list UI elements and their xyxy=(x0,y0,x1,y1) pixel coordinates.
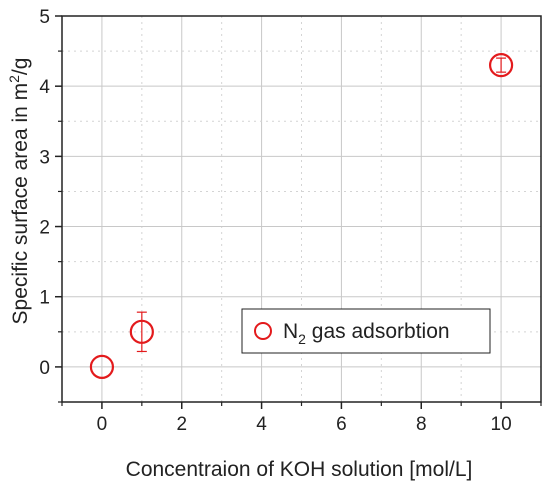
legend-label-sub: 2 xyxy=(298,331,306,347)
data-point xyxy=(488,53,514,78)
x-tick-label: 4 xyxy=(256,414,267,435)
legend-label-prefix: N xyxy=(283,320,298,343)
y-tick-label: 4 xyxy=(39,77,50,98)
legend-label-suffix: gas adsorbtion xyxy=(306,320,450,343)
legend-marker xyxy=(254,322,272,340)
data-points xyxy=(89,53,514,380)
legend-box xyxy=(241,308,491,354)
y-axis-title-suffix: /g xyxy=(9,58,32,76)
y-axis-title-prefix: Specific surface area in m xyxy=(9,83,32,325)
x-tick-label: 6 xyxy=(336,414,347,435)
x-tick-label: 8 xyxy=(416,414,427,435)
x-tick-label: 10 xyxy=(491,414,512,435)
y-tick-label: 0 xyxy=(39,358,50,379)
data-point xyxy=(89,354,115,380)
y-tick-label: 2 xyxy=(39,218,50,239)
y-axis-title-sup: 2 xyxy=(6,75,22,83)
y-axis-title: Specific surface area in m2/g xyxy=(6,58,32,325)
ticks: 0 2 4 6 8 10 0 1 2 3 4 5 xyxy=(39,7,542,435)
x-tick-label: 2 xyxy=(176,414,187,435)
legend: N2 gas adsorbtion xyxy=(241,308,491,354)
y-tick-label: 5 xyxy=(39,7,50,28)
legend-label: N2 gas adsorbtion xyxy=(283,320,450,347)
data-point xyxy=(129,319,154,344)
x-tick-label: 0 xyxy=(97,414,108,435)
y-tick-label: 3 xyxy=(39,147,50,168)
y-tick-label: 1 xyxy=(39,288,50,309)
x-axis-title: Concentraion of KOH solution [mol/L] xyxy=(126,458,473,481)
